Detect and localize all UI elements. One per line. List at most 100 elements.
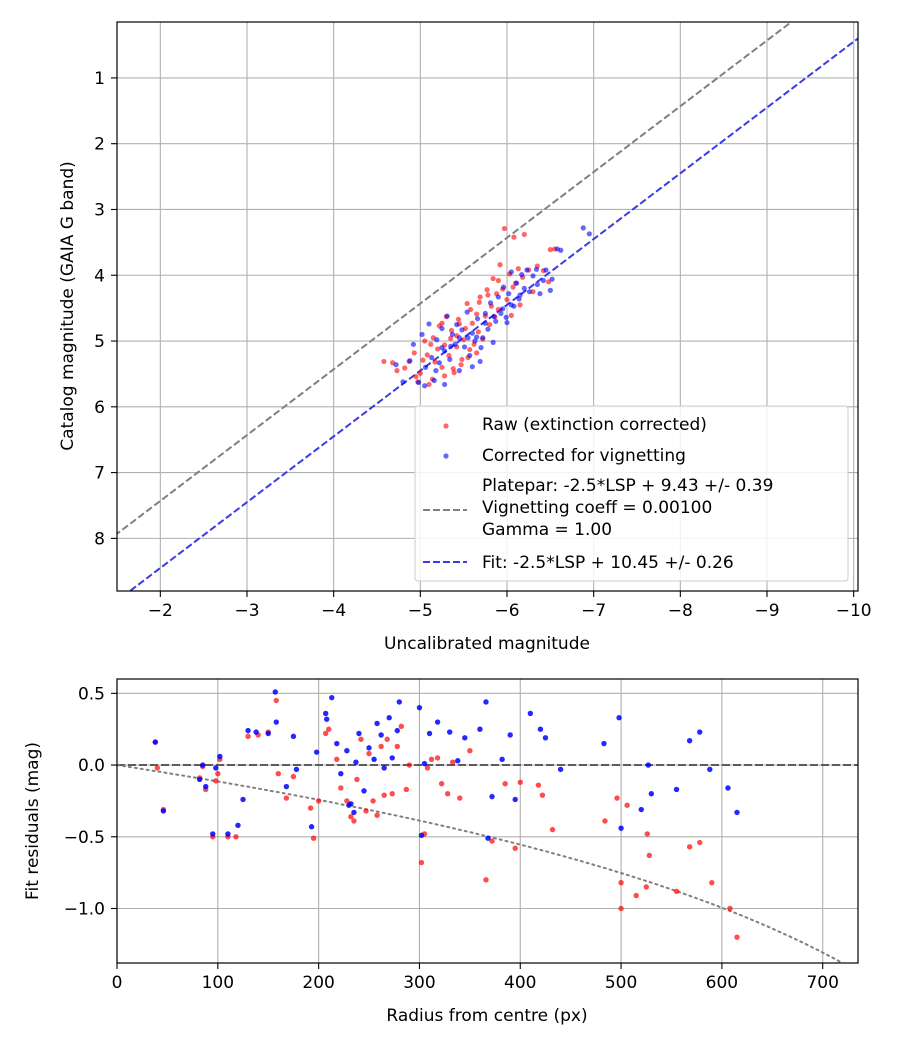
raw-point <box>469 320 475 326</box>
bottom-x-tick-label: 400 <box>504 973 536 993</box>
raw-point <box>413 373 419 380</box>
corrected-residual-point <box>616 715 622 721</box>
corrected-residual-point <box>265 730 271 737</box>
corrected-point <box>419 331 425 338</box>
raw-residual-point <box>334 756 340 763</box>
raw-point <box>464 300 470 307</box>
corrected-residual-point <box>601 740 607 747</box>
corrected-point <box>469 330 475 336</box>
raw-point <box>467 346 473 353</box>
raw-residual-point <box>428 756 435 763</box>
raw-point <box>495 277 501 284</box>
raw-point <box>439 364 445 370</box>
corrected-residual-point <box>253 729 259 735</box>
corrected-point <box>456 368 462 374</box>
raw-point <box>420 357 426 363</box>
raw-point <box>432 359 438 365</box>
corrected-point <box>504 320 510 326</box>
corrected-point <box>580 225 586 231</box>
corrected-residual-point <box>618 825 624 831</box>
raw-residual-point <box>354 776 360 783</box>
corrected-residual-point <box>235 822 241 829</box>
raw-point <box>426 381 432 388</box>
raw-residual-point <box>457 795 463 801</box>
legend-box <box>414 405 849 582</box>
raw-residual-point <box>348 813 354 820</box>
corrected-point <box>477 358 483 365</box>
corrected-residual-point <box>434 719 441 725</box>
top-x-tick-label: −10 <box>836 601 872 621</box>
corrected-point <box>508 269 514 275</box>
corrected-residual-point <box>499 756 505 763</box>
raw-point <box>501 225 507 232</box>
raw-point <box>411 350 417 356</box>
corrected-point <box>426 321 432 327</box>
raw-residual-point <box>618 905 624 912</box>
corrected-residual-point <box>673 786 680 793</box>
corrected-residual-point <box>394 727 400 734</box>
corrected-point <box>393 362 399 368</box>
bottom-x-tick-label: 500 <box>605 973 637 993</box>
raw-residual-point <box>602 818 608 824</box>
raw-point <box>448 327 455 334</box>
top-x-tick-label: −4 <box>321 601 346 621</box>
raw-residual-point <box>275 770 282 777</box>
raw-point <box>474 311 480 317</box>
corrected-point <box>524 267 530 273</box>
corrected-residual-point <box>489 793 495 800</box>
corrected-residual-point <box>348 801 354 807</box>
raw-point <box>394 368 400 374</box>
corrected-point <box>530 273 536 279</box>
corrected-point <box>448 343 454 349</box>
corrected-residual-point <box>455 758 461 764</box>
top-y-tick-label: 5 <box>94 332 105 352</box>
raw-residual-point <box>709 879 715 886</box>
raw-point <box>439 320 445 326</box>
raw-residual-point <box>403 786 410 793</box>
calibration-plot: −2 −3 −4 −5 −6 −7 −8 −9 −10 1 2 3 4 5 6 7 8 Uncalibrated… <box>58 21 872 654</box>
top-x-tick-label: −7 <box>581 601 606 621</box>
corrected-residual-point <box>725 785 731 791</box>
corrected-point <box>526 289 533 295</box>
corrected-point <box>495 294 501 300</box>
raw-point <box>511 234 517 240</box>
bottom-y-tick-label: 0.5 <box>78 684 105 704</box>
raw-residual-point <box>344 798 350 804</box>
raw-point <box>450 366 456 372</box>
raw-residual-point <box>283 795 290 801</box>
raw-residual-point <box>378 743 384 750</box>
corrected-residual-point <box>351 809 357 816</box>
legend-corrected-label: Corrected for vignetting <box>482 446 686 466</box>
corrected-point <box>449 331 455 338</box>
top-y-tick-label: 7 <box>94 464 105 484</box>
corrected-residual-point <box>371 756 377 763</box>
corrected-residual-point <box>426 730 433 737</box>
raw-point <box>485 292 491 298</box>
corrected-point <box>534 281 540 288</box>
raw-residual-point <box>233 834 239 840</box>
corrected-residual-point <box>308 824 315 830</box>
top-x-tick-label: −9 <box>754 601 779 621</box>
corrected-residual-point <box>344 748 350 754</box>
raw-residual-point <box>338 785 344 791</box>
raw-residual-point <box>483 877 489 883</box>
corrected-residual-point <box>152 739 159 745</box>
bottom-x-tick-label: 0 <box>112 973 123 993</box>
bottom-x-tick-label: 600 <box>706 973 738 993</box>
raw-point <box>424 352 430 358</box>
corrected-point <box>485 326 491 332</box>
corrected-point <box>516 296 522 302</box>
corrected-residual-point <box>273 719 279 725</box>
bottom-y-tick-label: −0.5 <box>64 828 105 848</box>
raw-residual-point <box>502 781 508 787</box>
top-x-tick-label: −5 <box>408 601 433 621</box>
corrected-point <box>540 277 547 284</box>
corrected-point <box>521 285 527 292</box>
raw-point <box>459 356 465 363</box>
raw-residual-point <box>154 765 161 771</box>
top-y-tick-label: 1 <box>94 69 105 89</box>
corrected-residual-point <box>648 791 655 797</box>
corrected-residual-point <box>356 730 362 737</box>
corrected-point <box>447 356 453 363</box>
raw-residual-point <box>389 791 395 797</box>
